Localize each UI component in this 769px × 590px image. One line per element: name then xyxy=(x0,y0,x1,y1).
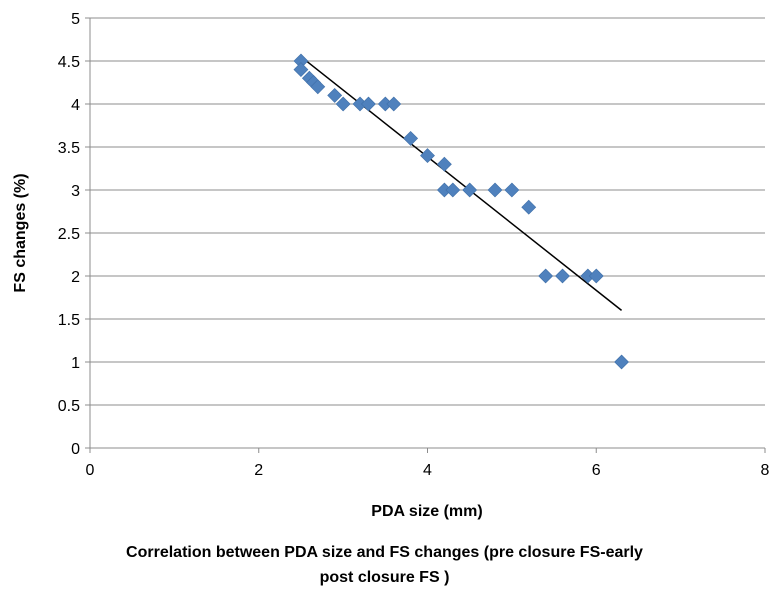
scatter-chart: 0 0.5 1 1.5 2 2.5 3 3.5 4 4.5 5 0 2 4 6 8 PDA size (mm)… xyxy=(12,11,769,520)
data-point xyxy=(293,62,309,78)
data-point xyxy=(327,87,343,103)
x-tick-label: 2 xyxy=(254,462,263,479)
y-tick-label: 2.5 xyxy=(58,226,80,243)
y-tick-label: 1.5 xyxy=(58,312,80,329)
y-tick-label: 5 xyxy=(71,11,80,28)
data-point xyxy=(310,79,326,95)
data-point xyxy=(588,268,604,284)
data-point xyxy=(361,96,376,112)
data-point xyxy=(487,182,503,198)
trendline-group xyxy=(300,56,623,311)
data-point xyxy=(335,96,351,112)
y-tick-label: 4.5 xyxy=(58,54,80,71)
gridlines xyxy=(90,17,765,406)
tick-labels: 0 0.5 1 1.5 2 2.5 3 3.5 4 4.5 5 0 2 4 6 8 xyxy=(58,11,769,479)
data-point xyxy=(436,156,452,172)
data-point xyxy=(445,182,461,198)
data-point xyxy=(555,268,570,284)
data-point xyxy=(504,182,520,198)
data-point xyxy=(614,354,629,370)
chart-caption: Correlation between PDA size and FS chan… xyxy=(0,540,769,590)
data-point xyxy=(462,182,478,198)
y-tick-label: 0.5 xyxy=(58,398,80,415)
y-tick-label: 3.5 xyxy=(58,140,80,157)
x-tick-label: 8 xyxy=(761,462,769,479)
y-tick-label: 2 xyxy=(71,269,80,286)
data-point xyxy=(420,148,435,164)
caption-line-1: Correlation between PDA size and FS chan… xyxy=(126,544,643,561)
y-tick-label: 3 xyxy=(71,183,80,200)
data-point xyxy=(521,199,537,215)
data-point xyxy=(403,130,419,146)
y-axis-title: FS changes (%) xyxy=(12,173,29,292)
y-tick-label: 0 xyxy=(71,441,80,458)
x-tick-label: 4 xyxy=(423,462,432,479)
caption-line-2: post closure FS ) xyxy=(319,569,450,586)
data-point xyxy=(386,96,402,112)
data-point xyxy=(538,268,554,284)
axes xyxy=(85,17,766,453)
y-tick-label: 1 xyxy=(71,355,80,372)
x-axis-title: PDA size (mm) xyxy=(371,503,482,520)
trendline xyxy=(300,56,623,311)
data-points xyxy=(293,53,629,370)
x-tick-label: 0 xyxy=(86,462,95,479)
y-tick-label: 4 xyxy=(71,97,80,114)
x-tick-label: 6 xyxy=(592,462,601,479)
